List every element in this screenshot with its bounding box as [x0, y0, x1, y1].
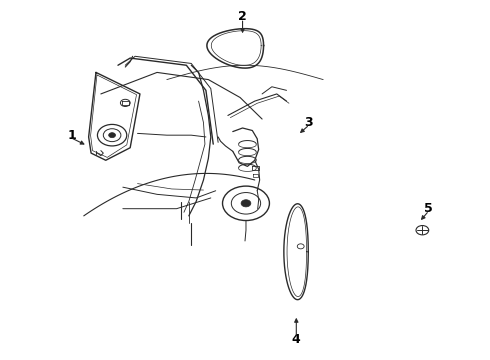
Text: 3: 3	[304, 116, 313, 129]
Text: 5: 5	[424, 202, 433, 215]
Text: 4: 4	[292, 333, 301, 346]
Circle shape	[109, 133, 116, 138]
Text: 2: 2	[238, 10, 247, 23]
Circle shape	[241, 200, 251, 207]
Text: 1: 1	[67, 129, 76, 142]
